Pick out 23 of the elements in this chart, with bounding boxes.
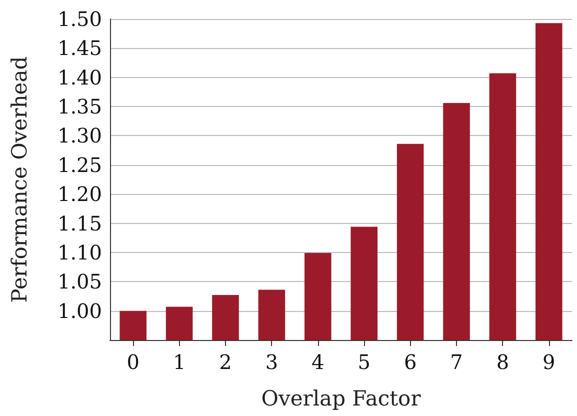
x-tick-label: 2 xyxy=(219,350,232,374)
y-tick-label: 1.40 xyxy=(57,65,102,90)
y-axis-title: Performance Overhead xyxy=(8,56,32,303)
x-tick-label: 3 xyxy=(265,350,278,374)
y-tick-label: 1.45 xyxy=(57,36,102,60)
y-tick-label: 1.20 xyxy=(57,182,102,206)
x-tick-label: 4 xyxy=(312,350,324,374)
y-tick-label: 1.50 xyxy=(57,7,102,31)
x-tick-label: 1 xyxy=(172,350,186,374)
y-tick-label: 1.35 xyxy=(57,94,102,119)
x-axis-title: Overlap Factor xyxy=(261,386,422,410)
x-tick-label: 7 xyxy=(450,350,463,374)
x-tick-label: 9 xyxy=(542,350,556,374)
y-tick-label: 1.30 xyxy=(57,124,102,148)
y-tick-label: 1.25 xyxy=(57,152,102,177)
x-tick-label: 8 xyxy=(496,350,510,374)
x-tick-label: 6 xyxy=(404,350,417,374)
y-tick-label: 1.10 xyxy=(57,240,102,264)
x-tick-label: 5 xyxy=(358,350,370,374)
y-tick-label: 1.05 xyxy=(57,270,102,294)
y-tick-label: 1.15 xyxy=(57,211,102,236)
y-tick-label: 1.00 xyxy=(57,298,102,323)
x-tick-label: 0 xyxy=(126,350,140,374)
